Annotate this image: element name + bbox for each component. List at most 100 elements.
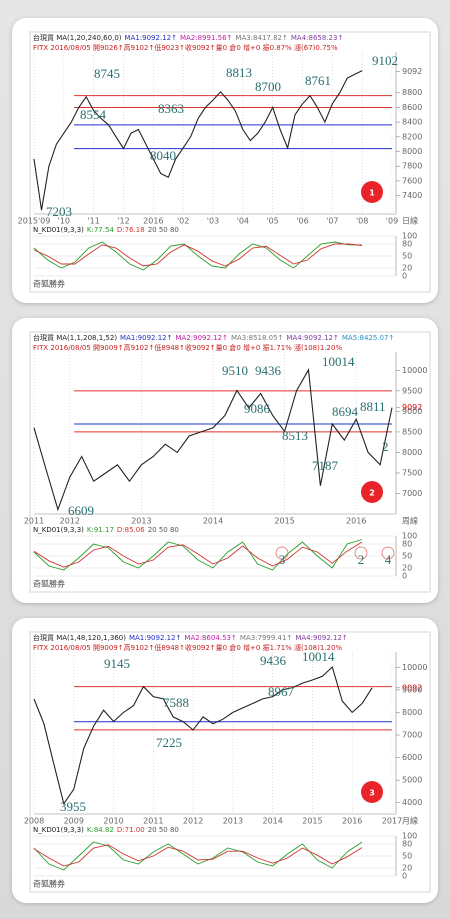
- annotation: 3955: [60, 799, 86, 814]
- annotation: 9086: [244, 401, 271, 416]
- kd-tick-label: 100: [402, 532, 417, 541]
- kd-header: N_KD01(9,3,3) K:84.82 D:71.00 20 50 80: [33, 826, 179, 834]
- y-tick-label: 8000: [402, 147, 422, 156]
- annotation: 9145: [104, 656, 130, 671]
- x-tick-label: 2008: [24, 817, 44, 826]
- kd-tick-label: 50: [402, 252, 412, 261]
- badge: [361, 781, 383, 803]
- ma-header-item: MA5:8425.07↑: [342, 334, 394, 342]
- x-tick-label: 2017: [382, 817, 402, 826]
- x-tick-label: 2015: [302, 817, 322, 826]
- kd-levels: 20 50 80: [148, 226, 179, 234]
- kd-tick-label: 0: [402, 272, 407, 281]
- kd-tick-label: 50: [402, 852, 412, 861]
- ma-header: 台現貨 MA(1,1,208,1,52) MA1:9092.12↑ MA2:9092…: [33, 333, 394, 342]
- y-tick-label: 8800: [402, 88, 422, 97]
- y-tick-label: 10000: [402, 663, 427, 672]
- x-tick-label: '12: [117, 217, 129, 226]
- x-tick-label: '02: [177, 217, 189, 226]
- quote-header: FITX 2016/08/05 開9009↑高9102↑低8948↑收9092↑…: [33, 643, 342, 652]
- y-tick-label: 7000: [402, 489, 422, 498]
- price-line: [33, 70, 363, 211]
- y-tick-label: 5000: [402, 776, 422, 785]
- kd-k: K:91.17: [87, 526, 114, 534]
- x-tick-label: '04: [237, 217, 249, 226]
- y-tick-label: 7800: [402, 162, 422, 171]
- annotation: 7203: [46, 204, 72, 219]
- kd-line: [33, 539, 363, 571]
- price-line: [33, 368, 393, 512]
- quote-header: FITX 2016/08/05 開9026↑高9102↑低9023↑收9092↑…: [33, 43, 338, 52]
- kd-annotation: 2: [358, 552, 365, 567]
- ma-header-item: MA3:8417.82↑: [235, 34, 287, 42]
- ma-header-item: 台現貨 MA(1,1,208,1,52): [33, 333, 117, 342]
- x-tick-label: '06: [296, 217, 308, 226]
- y-tick-label: 7600: [402, 176, 422, 185]
- x-tick-label: '03: [207, 217, 219, 226]
- badge: [361, 481, 383, 503]
- kd-header: N_KD01(9,3,3) K:77.54 D:76.18 20 50 80: [33, 226, 179, 234]
- kd-annotation: 4: [385, 552, 392, 567]
- kd-k: K:84.82: [87, 826, 114, 834]
- x-tick-label: '09: [386, 217, 398, 226]
- ma-header: 台現貨 MA(1,20,240,60,0) MA1:9092.12↑ MA2:899…: [33, 33, 343, 42]
- kd-line: [33, 841, 363, 871]
- kd-header: N_KD01(9,3,3) K:91.17 D:85.06 20 50 80: [33, 526, 179, 534]
- x-tick-label: '11: [87, 217, 99, 226]
- kd-line: [33, 844, 363, 867]
- kd-tick-label: 80: [402, 840, 412, 849]
- y-tick-label: 8200: [402, 132, 422, 141]
- annotation: 8813: [226, 65, 252, 80]
- y-tick-label: 9092: [402, 67, 422, 76]
- x-tick-label: 2009: [64, 817, 84, 826]
- ma-header-item: MA2:9092.12↑: [176, 334, 228, 342]
- quote-header: FITX 2016/08/05 開9009↑高9102↑低8948↑收9092↑…: [33, 343, 342, 352]
- annotation: 6609: [68, 503, 94, 518]
- badge-number: 2: [369, 489, 375, 498]
- x-tick-label: 2012: [183, 817, 203, 826]
- kd-tick-label: 0: [402, 872, 407, 881]
- annotation: 8554: [80, 107, 107, 122]
- footer: 奇狐勝券: [33, 279, 65, 289]
- kd-circle: [354, 546, 368, 560]
- kd-d: D:76.18: [117, 226, 145, 234]
- kd-tick-label: 100: [402, 832, 417, 841]
- ma-header: 台現貨 MA(1,48,120,1,360) MA1:9092.12↑ MA2:86…: [33, 633, 348, 642]
- card: [12, 18, 438, 303]
- annotation: 8363: [158, 101, 184, 116]
- kd-tick-label: 20: [402, 564, 412, 573]
- kd-title: N_KD01(9,3,3): [33, 526, 84, 534]
- x-tick-label: 2011: [143, 817, 163, 826]
- badge-number: 1: [369, 189, 375, 198]
- annotation: 7225: [156, 735, 182, 750]
- annotation: 9102: [372, 53, 398, 68]
- kd-tick-label: 20: [402, 864, 412, 873]
- annotation: 9510: [222, 363, 248, 378]
- x-tick-label: 2016: [143, 217, 163, 226]
- kd-tick-label: 20: [402, 264, 412, 273]
- ma-header-item: MA1:9092.12↑: [129, 634, 181, 642]
- ma-header-item: MA4:9092.12↑: [286, 334, 338, 342]
- kd-circle: [275, 546, 289, 560]
- ma-header-item: MA2:8604.53↑: [184, 634, 236, 642]
- x-tick-label: 2014: [203, 517, 223, 526]
- x-tick-label: 2013: [131, 517, 151, 526]
- x-unit: 月線: [402, 816, 418, 826]
- y-tick-label: 8000: [402, 708, 422, 717]
- x-tick-label: 2016: [342, 817, 362, 826]
- annotation: 8040: [150, 148, 176, 163]
- kd-d: D:71.00: [117, 826, 145, 834]
- kd-title: N_KD01(9,3,3): [33, 826, 84, 834]
- x-tick-label: '10: [58, 217, 70, 226]
- annotation: 8513: [282, 428, 308, 443]
- y-tick-label: 9092: [402, 403, 422, 412]
- kd-tick-label: 0: [402, 572, 407, 581]
- ma-header-item: 台現貨 MA(1,48,120,1,360): [33, 633, 126, 642]
- kd-levels: 20 50 80: [148, 826, 179, 834]
- kd-d: D:85.06: [117, 526, 145, 534]
- x-tick-label: '07: [326, 217, 338, 226]
- chart-frame: [29, 631, 431, 893]
- annotation: 8811: [360, 399, 386, 414]
- ma-header-item: MA3:7999.41↑: [240, 634, 292, 642]
